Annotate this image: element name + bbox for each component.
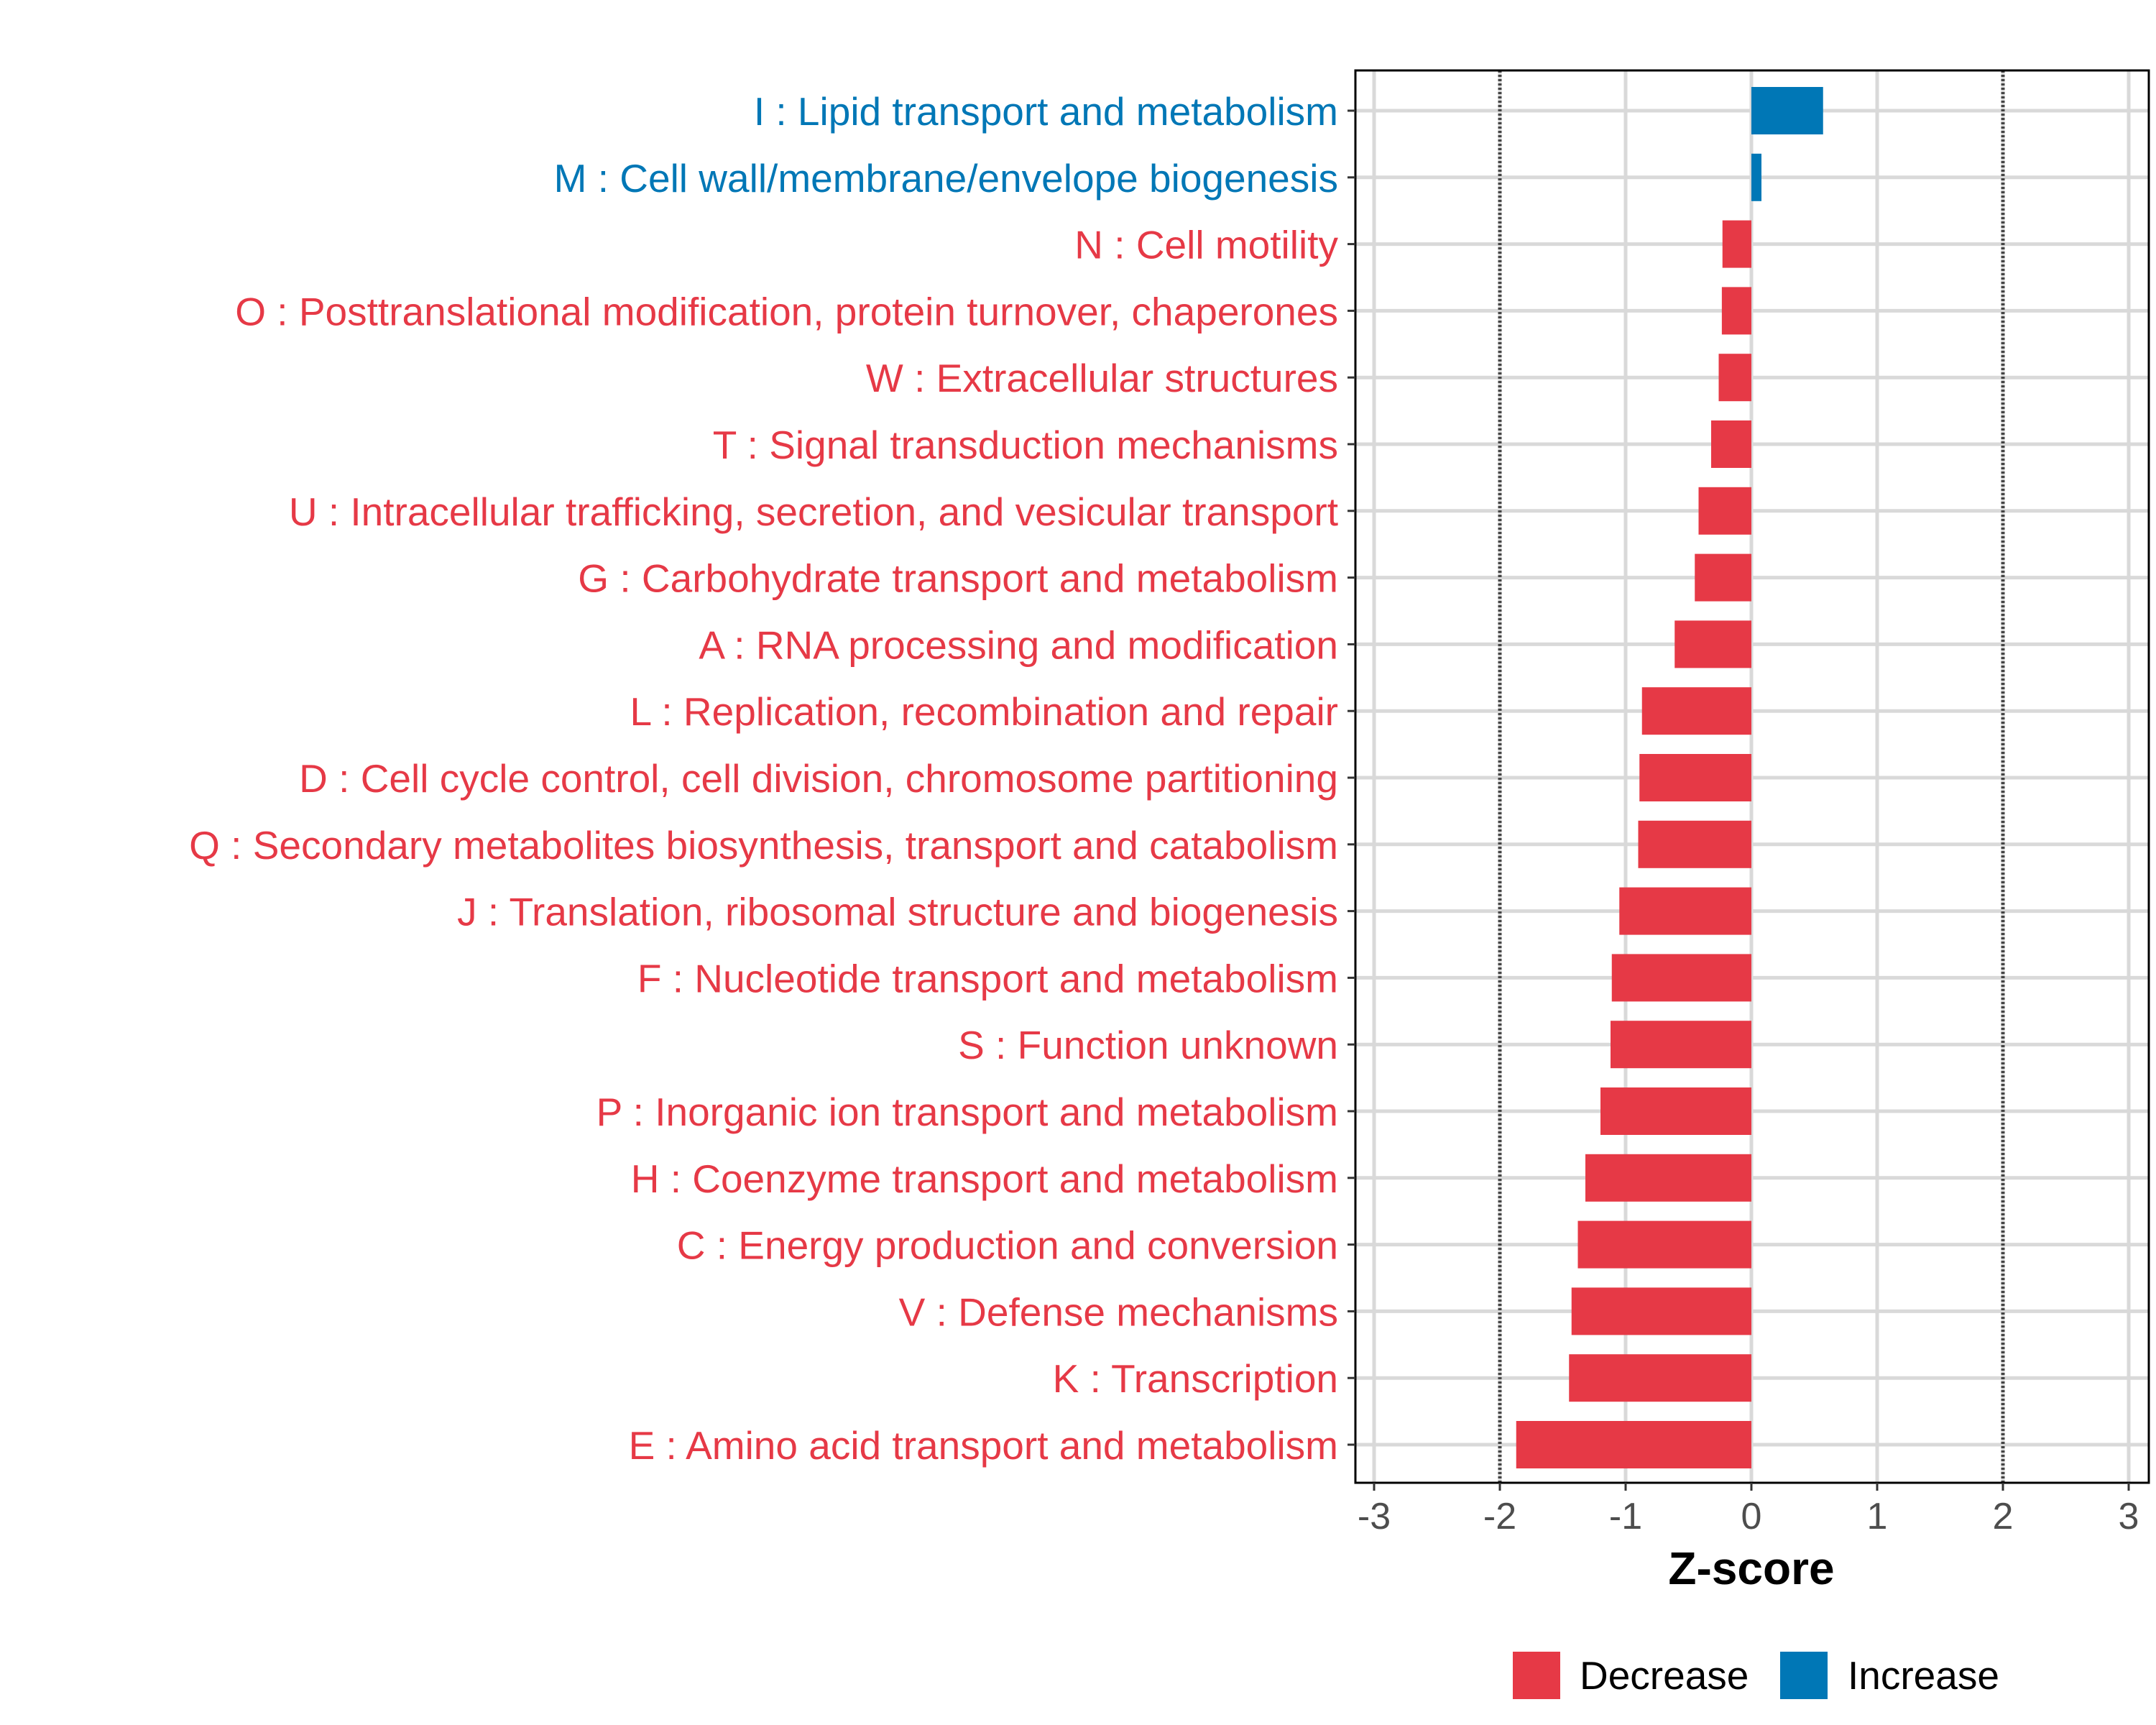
y-tick-label: J : Translation, ribosomal structure and…: [457, 890, 1338, 934]
bar: [1721, 287, 1751, 335]
y-tick-label: E : Amino acid transport and metabolism: [629, 1423, 1338, 1468]
bar: [1639, 754, 1751, 801]
y-tick-label: N : Cell motility: [1074, 223, 1338, 267]
y-tick-label: I : Lipid transport and metabolism: [754, 89, 1338, 134]
y-tick-label: C : Energy production and conversion: [677, 1223, 1338, 1268]
x-axis-title: Z-score: [1668, 1542, 1834, 1594]
bar: [1641, 687, 1751, 735]
y-tick-label: T : Signal transduction mechanisms: [713, 423, 1338, 467]
y-tick-label: A : RNA processing and modification: [699, 622, 1338, 667]
x-tick-label: 3: [2119, 1496, 2139, 1537]
bar: [1638, 820, 1751, 868]
bar: [1571, 1287, 1751, 1335]
y-tick-label: G : Carbohydrate transport and metabolis…: [578, 556, 1338, 601]
x-tick-label: 1: [1867, 1496, 1888, 1537]
legend: Decrease Increase: [1513, 1652, 1999, 1699]
legend-key: [1780, 1652, 1828, 1699]
bar: [1577, 1220, 1751, 1269]
x-tick-label: 2: [1993, 1496, 2014, 1537]
bar: [1600, 1087, 1751, 1135]
y-tick-label: K : Transcription: [1053, 1356, 1338, 1401]
bar: [1585, 1154, 1751, 1202]
x-tick-label: 0: [1741, 1496, 1762, 1537]
bar: [1619, 887, 1751, 935]
bar: [1751, 87, 1823, 134]
y-tick-label: M : Cell wall/membrane/envelope biogenes…: [554, 156, 1338, 201]
bar: [1516, 1421, 1751, 1468]
legend-label: Increase: [1848, 1653, 1999, 1698]
bar: [1611, 954, 1751, 1002]
x-tick-label: -1: [1609, 1496, 1642, 1537]
y-tick-label: L : Replication, recombination and repai…: [630, 689, 1338, 734]
bars: [1516, 87, 1823, 1468]
bar: [1718, 354, 1751, 402]
y-tick-label: D : Cell cycle control, cell division, c…: [299, 756, 1338, 801]
grid-lines: [1355, 70, 2149, 1483]
bar: [1711, 420, 1751, 468]
legend-key: [1513, 1652, 1560, 1699]
bar: [1674, 620, 1751, 668]
x-tick-label: -2: [1483, 1496, 1516, 1537]
x-tick-label: -3: [1358, 1496, 1391, 1537]
y-tick-label: U : Intracellular trafficking, secretion…: [289, 489, 1338, 534]
y-tick-label: F : Nucleotide transport and metabolism: [637, 956, 1338, 1000]
bar: [1751, 153, 1761, 201]
bar: [1695, 553, 1751, 602]
y-tick-label: V : Defense mechanisms: [899, 1289, 1338, 1334]
y-tick-label: Q : Secondary metabolites biosynthesis, …: [189, 823, 1338, 868]
bar: [1569, 1354, 1751, 1402]
y-tick-label: S : Function unknown: [958, 1023, 1338, 1067]
y-tick-label: W : Extracellular structures: [866, 356, 1338, 400]
bar: [1698, 487, 1751, 535]
y-tick-label: P : Inorganic ion transport and metaboli…: [596, 1090, 1338, 1134]
bar: [1722, 220, 1751, 268]
x-axis-ticks: -3 -2 -1 0 1 2 3: [1358, 1483, 2139, 1537]
y-axis-labels: I : Lipid transport and metabolism M : Ce…: [189, 89, 1355, 1468]
legend-label: Decrease: [1580, 1653, 1749, 1698]
bar: [1611, 1021, 1751, 1069]
y-tick-label: O : Posttranslational modification, prot…: [235, 289, 1338, 334]
y-tick-label: H : Coenzyme transport and metabolism: [631, 1156, 1338, 1201]
